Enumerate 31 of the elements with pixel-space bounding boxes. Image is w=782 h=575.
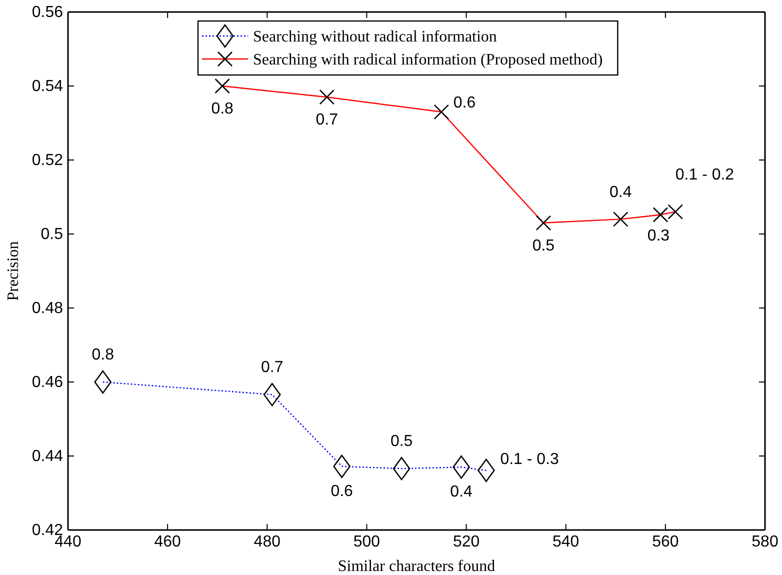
annotation: 0.8	[211, 100, 234, 118]
annotation: 0.6	[453, 94, 476, 112]
y-axis-title: Precision	[5, 241, 22, 301]
annotation: 0.5	[390, 433, 413, 450]
annotation: 0.5	[532, 238, 555, 254]
x-axis-title: Similar characters found	[338, 558, 496, 575]
annotation: 0.6	[330, 482, 354, 500]
legend-label: Searching without radical information	[253, 28, 497, 46]
y-tick-label: 0.56	[32, 4, 64, 22]
y-tick-label: 0.44	[32, 448, 64, 466]
annotation: 0.1 - 0.2	[675, 166, 734, 184]
annotation: 0.1 - 0.3	[500, 451, 560, 468]
x-tick-label: 500	[353, 533, 380, 550]
x-tick-label: 580	[752, 533, 778, 550]
annotation: 0.7	[260, 359, 284, 376]
x-tick-label: 460	[154, 533, 182, 550]
x-tick-label: 480	[254, 533, 281, 550]
annotation: 0.7	[316, 112, 338, 129]
y-tick-label: 0.48	[32, 300, 64, 318]
annotation: 0.4	[609, 184, 632, 201]
y-tick-label: 0.46	[32, 374, 64, 392]
x-tick-label: 560	[652, 533, 679, 550]
annotation: 0.4	[450, 484, 473, 501]
annotation: 0.3	[647, 227, 670, 244]
x-tick-label: 520	[452, 533, 480, 550]
y-tick-label: 0.5	[40, 226, 64, 244]
x-tick-label: 540	[552, 533, 580, 550]
y-tick-label: 0.52	[32, 152, 64, 170]
legend-label: Searching with radical information (Proposed method)	[253, 52, 603, 69]
annotation: 0.8	[92, 346, 114, 364]
y-tick-label: 0.54	[32, 78, 64, 96]
